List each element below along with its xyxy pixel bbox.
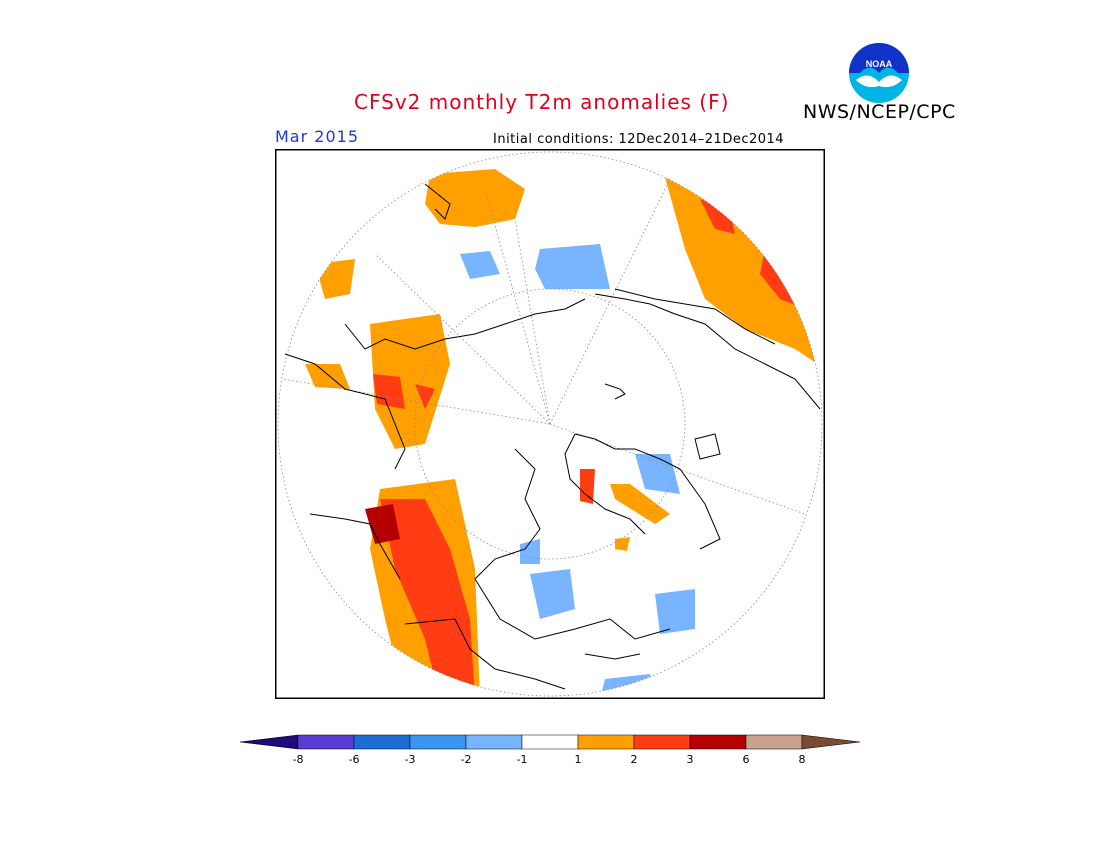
anomaly-region xyxy=(530,569,575,619)
colorbar-tick-label: -2 xyxy=(461,753,472,766)
colorbar-tick-label: -3 xyxy=(405,753,416,766)
colorbar-bin xyxy=(521,734,579,750)
organization-label: NWS/NCEP/CPC xyxy=(803,101,956,123)
coastlines xyxy=(284,183,821,690)
colorbar-tick-label: -6 xyxy=(349,753,360,766)
colorbar-tick-label: 1 xyxy=(575,753,582,766)
colorbar-bin xyxy=(297,734,355,750)
anomaly-region xyxy=(425,169,525,227)
anomaly-region xyxy=(365,504,400,544)
colorbar-bin xyxy=(353,734,411,750)
colorbar-tick-label: -1 xyxy=(517,753,528,766)
colorbar-tick-label: 2 xyxy=(631,753,638,766)
forecast-period: Mar 2015 xyxy=(275,127,359,146)
polar-map xyxy=(275,149,825,699)
colorbar-arrow-left xyxy=(239,734,299,750)
colorbar-arrow-right xyxy=(801,734,861,750)
anomaly-region xyxy=(660,159,822,369)
colorbar-bin xyxy=(409,734,467,750)
noaa-logo: NOAA xyxy=(849,43,909,103)
colorbar-tick-label: 8 xyxy=(799,753,806,766)
anomaly-region xyxy=(380,499,475,696)
map-frame xyxy=(275,149,825,699)
anomaly-region xyxy=(610,484,670,524)
graticule xyxy=(277,151,823,697)
colorbar: -8 -6 -3 -2 -1 1 2 3 6 8 xyxy=(239,734,861,766)
anomaly-region xyxy=(535,244,610,289)
colorbar-bin xyxy=(465,734,523,750)
anomaly-region xyxy=(415,384,435,409)
colorbar-tick-label: 6 xyxy=(743,753,750,766)
noaa-logo-text: NOAA xyxy=(866,59,893,69)
colorbar-bin xyxy=(633,734,691,750)
map-title: CFSv2 monthly T2m anomalies (F) xyxy=(354,90,730,114)
colorbar-tick-label: 3 xyxy=(687,753,694,766)
initial-conditions: Initial conditions: 12Dec2014–21Dec2014 xyxy=(493,132,785,147)
colorbar-tick-label: -8 xyxy=(293,753,304,766)
colorbar-bin xyxy=(689,734,747,750)
colorbar-bin xyxy=(745,734,803,750)
anomaly-region xyxy=(305,364,350,389)
colorbar-bin xyxy=(577,734,635,750)
anomaly-region xyxy=(520,539,540,564)
anomaly-region xyxy=(655,589,695,634)
anomaly-region xyxy=(460,251,500,279)
anomaly-region xyxy=(373,374,405,409)
anomaly-region xyxy=(635,454,680,494)
anomaly-fields xyxy=(305,159,822,696)
anomaly-region xyxy=(580,469,595,504)
anomaly-region xyxy=(370,314,450,449)
